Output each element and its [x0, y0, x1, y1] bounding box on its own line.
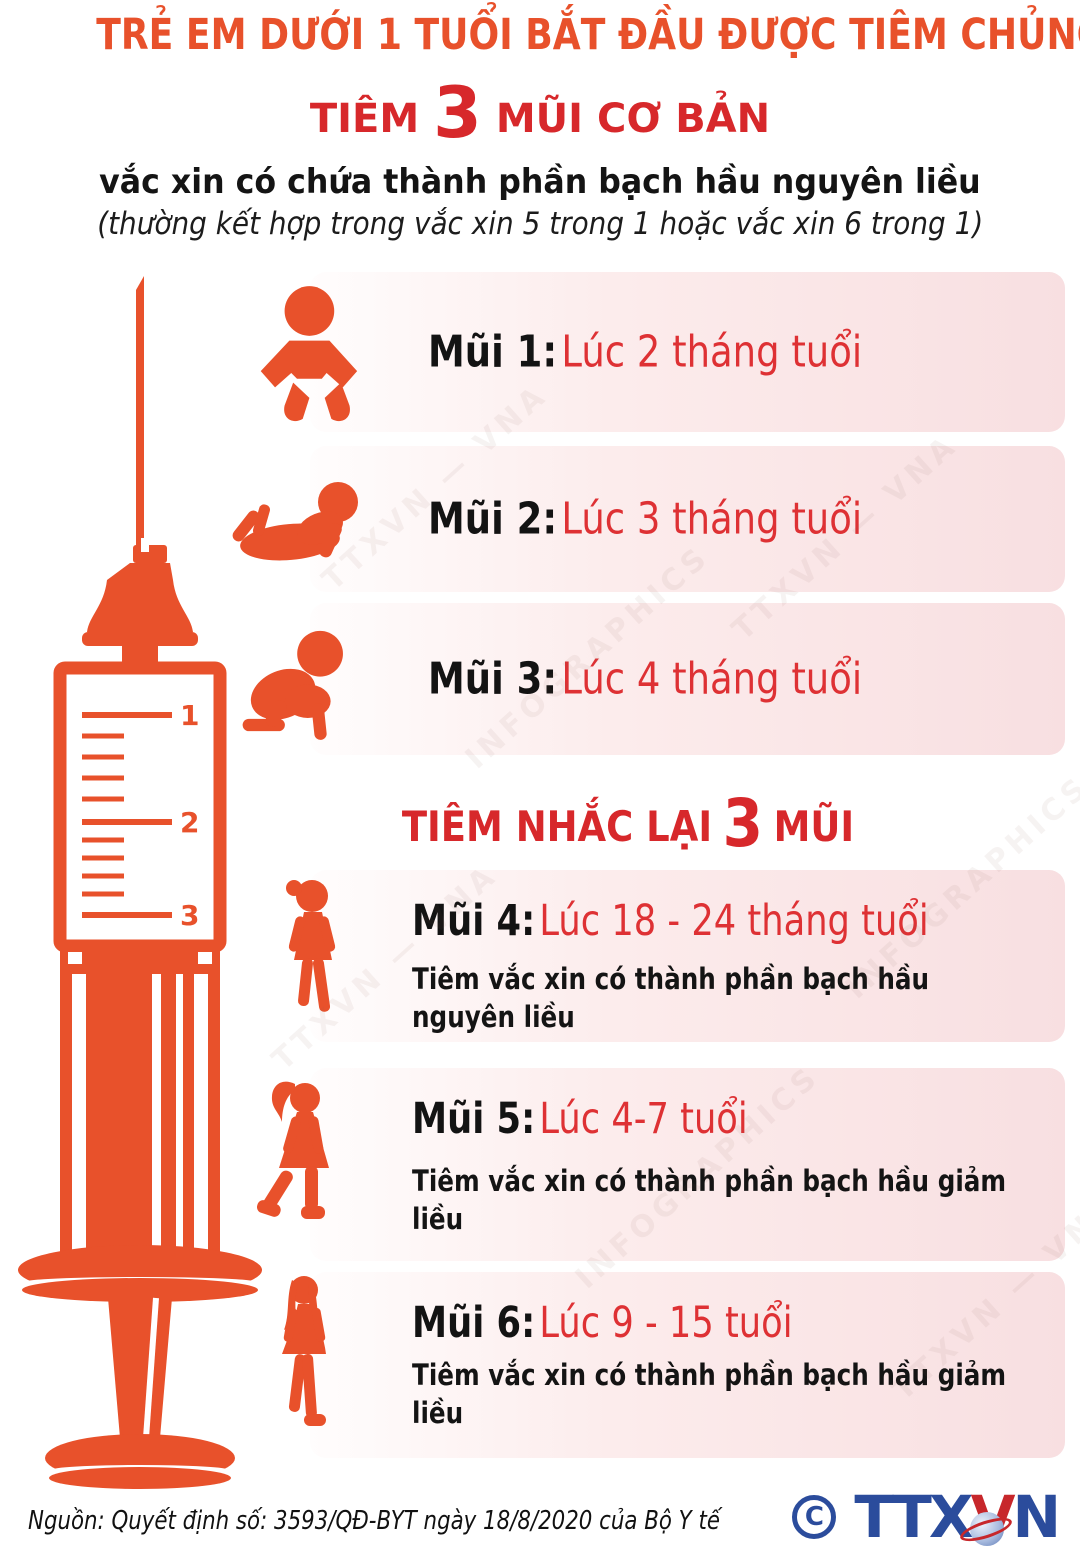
dose-6-label: Mũi 6: [412, 1298, 536, 1348]
basic-heading-prefix: TIÊM [309, 96, 420, 142]
dose-4-label: Mũi 4: [412, 896, 536, 946]
dose-5-time: Lúc 4-7 tuổi [539, 1094, 748, 1144]
booster-section-heading: TIÊM NHẮC LẠI 3 MŨI [310, 791, 1065, 868]
dose-row-6: Mũi 6: Lúc 9 - 15 tuổi Tiêm vắc xin có t… [282, 1272, 1065, 1458]
booster-heading-suffix: MŨI [773, 802, 854, 851]
header-subtitle: vắc xin có chứa thành phần bạch hầu nguy… [0, 162, 1080, 202]
dose-6-title: Mũi 6: Lúc 9 - 15 tuổi [412, 1298, 793, 1348]
dose-1-label: Mũi 1: [428, 326, 558, 378]
dose-4-desc: Tiêm vắc xin có thành phần bạch hầu nguy… [412, 962, 930, 1035]
ttxvn-logo: C TTXVN [792, 1482, 1061, 1552]
teen-girl-icon [282, 1276, 326, 1426]
dose-row-1: Mũi 1: Lúc 2 tháng tuổi [260, 272, 1065, 432]
tummy-baby-icon [232, 482, 358, 561]
dose-row-3: Mũi 3: Lúc 4 tháng tuổi [242, 603, 1065, 755]
basic-heading-suffix: MŨI CƠ BẢN [495, 96, 771, 142]
footer-source-text: Nguồn: Quyết định số: 3593/QĐ-BYT ngày 1… [28, 1506, 720, 1536]
dose-4-time: Lúc 18 - 24 tháng tuổi [539, 896, 929, 946]
logo-n: N [1012, 1483, 1061, 1551]
header-subtitle-text: vắc xin có chứa thành phần bạch hầu nguy… [99, 162, 981, 202]
footer-source: Nguồn: Quyết định số: 3593/QĐ-BYT ngày 1… [28, 1506, 872, 1536]
dose-5-title: Mũi 5: Lúc 4-7 tuổi [412, 1094, 748, 1144]
dose-panel [310, 1272, 1065, 1458]
young-girl-icon [256, 1081, 329, 1219]
dose-row-5: Mũi 5: Lúc 4-7 tuổi Tiêm vắc xin có thàn… [256, 1068, 1065, 1261]
copyright-icon: C [792, 1495, 837, 1539]
dose-panel [310, 603, 1065, 755]
globe-ball [970, 1512, 1005, 1546]
dose-2-label: Mũi 2: [428, 493, 558, 545]
header-note-text: (thường kết hợp trong vắc xin 5 trong 1 … [96, 206, 984, 242]
dose-3-label: Mũi 3: [428, 653, 558, 705]
crawling-baby-icon [242, 630, 343, 740]
syringe-scale-1: 1 [180, 699, 199, 732]
dose-panel [310, 272, 1065, 432]
dose-panel [310, 446, 1065, 592]
dose-5-label: Mũi 5: [412, 1094, 536, 1144]
dose-row-2: Mũi 2: Lúc 3 tháng tuổi [232, 446, 1065, 592]
dose-1-time: Lúc 2 tháng tuổi [561, 326, 863, 378]
dose-2-title: Mũi 2: Lúc 3 tháng tuổi [428, 494, 862, 545]
dose-3-time: Lúc 4 tháng tuổi [561, 653, 863, 705]
syringe-icon: 1 2 3 [18, 276, 262, 1489]
basic-heading-number: 3 [433, 72, 482, 154]
dose-1-title: Mũi 1: Lúc 2 tháng tuổi [428, 327, 862, 378]
dose-2-time: Lúc 3 tháng tuổi [561, 493, 863, 545]
booster-heading-prefix: TIÊM NHẮC LẠI [401, 802, 712, 851]
booster-heading-number: 3 [722, 785, 763, 862]
globe-icon [958, 1508, 1015, 1550]
page-title: TRẺ EM DƯỚI 1 TUỔI BẮT ĐẦU ĐƯỢC TIÊM CHỦ… [0, 10, 1080, 60]
logo-ttx: TTX [854, 1483, 973, 1551]
dose-panel [310, 870, 1065, 1042]
ttxvn-logo-text: TTXVN [854, 1488, 1061, 1546]
dose-6-time: Lúc 9 - 15 tuổi [539, 1298, 793, 1348]
dose-4-title: Mũi 4: Lúc 18 - 24 tháng tuổi [412, 896, 929, 946]
toddler-girl-icon [286, 880, 336, 1012]
syringe-scale-2: 2 [180, 806, 199, 839]
page-title-text: TRẺ EM DƯỚI 1 TUỔI BẮT ĐẦU ĐƯỢC TIÊM CHỦ… [96, 10, 1080, 60]
newborn-baby-icon [260, 286, 358, 422]
syringe-scale-3: 3 [180, 899, 199, 932]
dose-6-desc: Tiêm vắc xin có thành phần bạch hầu giảm… [412, 1358, 1007, 1431]
dose-panel [310, 1068, 1065, 1261]
dose-3-title: Mũi 3: Lúc 4 tháng tuổi [428, 654, 862, 705]
dose-5-desc: Tiêm vắc xin có thành phần bạch hầu giảm… [412, 1164, 1007, 1237]
header-note: (thường kết hợp trong vắc xin 5 trong 1 … [0, 206, 1080, 242]
dose-row-4: Mũi 4: Lúc 18 - 24 tháng tuổi Tiêm vắc x… [286, 870, 1065, 1042]
basic-section-heading: TIÊM 3 MŨI CƠ BẢN [0, 78, 1080, 162]
